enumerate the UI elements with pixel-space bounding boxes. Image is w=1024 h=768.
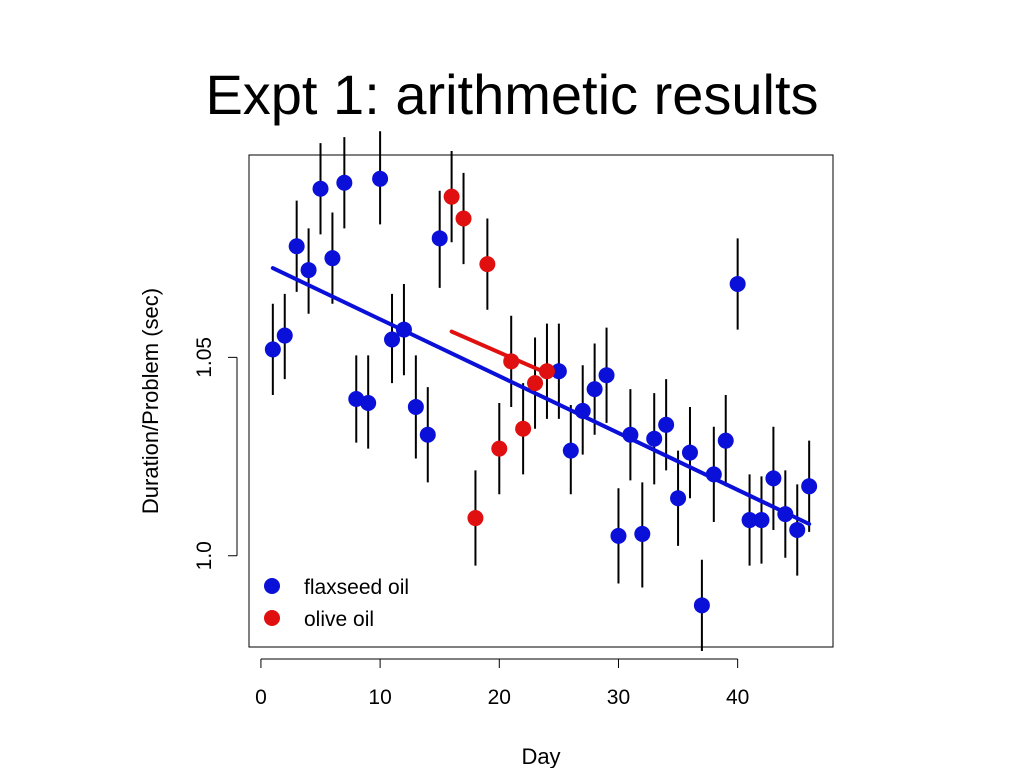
data-point-flaxseed <box>336 174 353 191</box>
data-point-flaxseed <box>324 250 341 267</box>
data-point-olive <box>455 210 472 227</box>
data-point-flaxseed <box>741 512 758 529</box>
data-point-olive <box>515 420 532 437</box>
plot-frame <box>248 154 834 648</box>
data-point-flaxseed <box>288 238 305 255</box>
data-point-flaxseed <box>705 466 722 483</box>
legend: flaxseed oil olive oil <box>264 576 409 631</box>
data-point-flaxseed <box>550 363 567 380</box>
data-point-olive <box>443 188 460 205</box>
data-point-flaxseed <box>598 367 615 384</box>
error-bars <box>271 131 811 651</box>
fit-lines <box>270 266 812 526</box>
data-point-flaxseed <box>300 262 317 279</box>
y-tick-label: 1.05 <box>193 337 216 378</box>
data-point-flaxseed <box>658 416 675 433</box>
x-tick-label: 40 <box>726 686 749 709</box>
data-point-olive <box>538 363 555 380</box>
data-point-flaxseed <box>622 426 639 443</box>
data-point-flaxseed <box>789 521 806 538</box>
data-point-flaxseed <box>610 527 627 544</box>
x-tick-label: 30 <box>607 686 630 709</box>
data-point-olive <box>467 510 484 527</box>
data-point-olive <box>503 353 520 370</box>
data-point-flaxseed <box>586 381 603 398</box>
data-point-flaxseed <box>634 525 651 542</box>
x-tick-label: 10 <box>368 686 391 709</box>
data-point-flaxseed <box>264 341 281 358</box>
y-axis-label: Duration/Problem (sec) <box>138 288 163 514</box>
legend-label-olive: olive oil <box>304 608 374 631</box>
slide-title: Expt 1: arithmetic results <box>205 63 819 126</box>
data-point-flaxseed <box>312 180 329 197</box>
x-axis-label: Day <box>521 744 560 768</box>
data-point-olive <box>527 375 544 392</box>
data-point-flaxseed <box>777 506 794 523</box>
data-points <box>264 170 818 614</box>
data-point-flaxseed <box>801 478 818 495</box>
fit-line-flaxseed <box>270 266 812 526</box>
data-point-flaxseed <box>753 512 770 529</box>
data-point-flaxseed <box>574 402 591 419</box>
data-point-flaxseed <box>419 426 436 443</box>
x-tick-label: 20 <box>488 686 511 709</box>
data-point-flaxseed <box>693 597 710 614</box>
y-tick-label: 1.0 <box>193 541 216 570</box>
data-point-flaxseed <box>360 394 377 411</box>
data-point-flaxseed <box>765 470 782 487</box>
data-point-flaxseed <box>407 398 424 415</box>
legend-marker-olive <box>264 610 280 626</box>
x-axis: 0 10 20 30 40 <box>255 658 749 709</box>
data-point-flaxseed <box>431 230 448 247</box>
data-point-flaxseed <box>276 327 293 344</box>
legend-marker-flaxseed <box>264 578 280 594</box>
data-point-flaxseed <box>681 444 698 461</box>
data-point-flaxseed <box>372 170 389 187</box>
data-point-olive <box>479 256 496 273</box>
data-point-flaxseed <box>384 331 401 348</box>
data-point-flaxseed <box>646 430 663 447</box>
data-point-flaxseed <box>395 321 412 338</box>
x-tick-label: 0 <box>255 686 267 709</box>
data-point-flaxseed <box>670 490 687 507</box>
data-point-flaxseed <box>729 275 746 292</box>
data-point-flaxseed <box>717 432 734 449</box>
data-point-flaxseed <box>562 442 579 459</box>
legend-label-flaxseed: flaxseed oil <box>304 576 409 599</box>
y-axis: 1.0 1.05 <box>193 337 238 570</box>
data-point-olive <box>491 440 508 457</box>
fit-line-olive <box>449 329 549 376</box>
